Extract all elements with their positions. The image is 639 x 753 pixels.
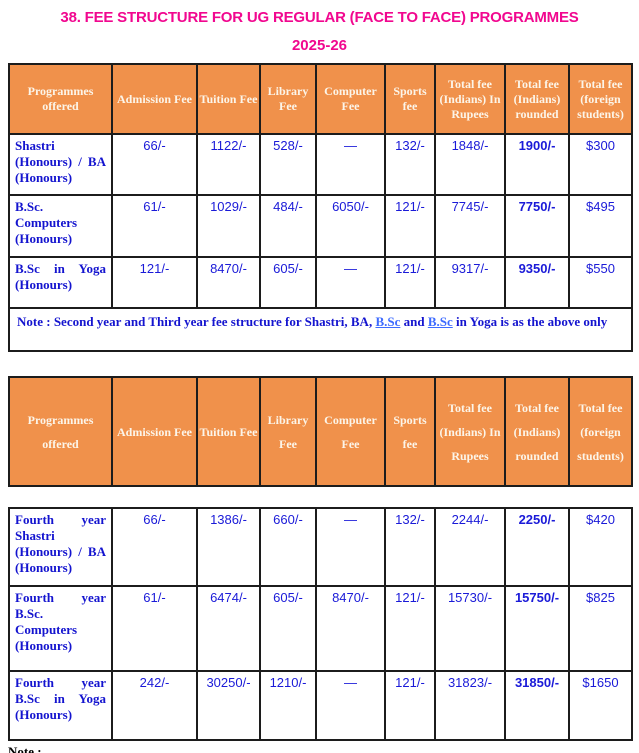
col-header-library: Library Fee [259, 63, 317, 135]
fee-table-first-year: Programmes offered Admission Fee Tuition… [8, 63, 633, 352]
col-header-total-foreign: Total fee (foreign students) [568, 63, 633, 135]
col-header-tuition: Tuition Fee [196, 376, 261, 487]
col-header-admission: Admission Fee [111, 376, 198, 487]
total-fee-cell: 31823/- [434, 670, 506, 741]
bsc-yoga-link[interactable]: B.Sc [427, 314, 453, 329]
note-text: Note : Second year and Third year fee st… [17, 314, 376, 329]
admission-fee-cell: 66/- [111, 507, 198, 587]
programme-cell: Fourth year Shastri (Honours) / BA (Hono… [8, 507, 113, 587]
table-row: B.Sc in Yoga (Honours) 121/- 8470/- 605/… [8, 256, 633, 309]
foreign-fee-cell: $825 [568, 585, 633, 672]
rounded-fee-cell: 31850/- [504, 670, 570, 741]
total-fee-cell: 15730/- [434, 585, 506, 672]
admission-fee-cell: 242/- [111, 670, 198, 741]
col-header-admission: Admission Fee [111, 63, 198, 135]
col-header-sports: Sports fee [384, 376, 436, 487]
col-header-total-foreign: Total fee (foreign students) [568, 376, 633, 487]
computer-fee-cell: 8470/- [315, 585, 386, 672]
note-row: Note : Second year and Third year fee st… [8, 307, 633, 352]
computer-fee-cell: — [315, 670, 386, 741]
sports-fee-cell: 121/- [384, 256, 436, 309]
bottom-note-clipped: Note : [8, 744, 42, 753]
second-third-year-note: Note : Second year and Third year fee st… [8, 307, 633, 352]
table-row: Fourth year Shastri (Honours) / BA (Hono… [8, 507, 633, 587]
programme-cell: Fourth year B.Sc. Computers (Honours) [8, 585, 113, 672]
admission-fee-cell: 61/- [111, 585, 198, 672]
computer-fee-cell: 6050/- [315, 194, 386, 258]
col-header-total-rounded: Total fee (Indians) rounded [504, 63, 570, 135]
rounded-fee-cell: 1900/- [504, 133, 570, 196]
total-fee-cell: 2244/- [434, 507, 506, 587]
tuition-fee-cell: 1029/- [196, 194, 261, 258]
col-header-total-rupees: Total fee (Indians) In Rupees [434, 63, 506, 135]
foreign-fee-cell: $495 [568, 194, 633, 258]
foreign-fee-cell: $1650 [568, 670, 633, 741]
fee-table-fourth-year-header: Programmes offered Admission Fee Tuition… [8, 376, 633, 487]
col-header-total-rounded: Total fee (Indians) rounded [504, 376, 570, 487]
rounded-fee-cell: 15750/- [504, 585, 570, 672]
col-header-programmes: Programmes offered [8, 376, 113, 487]
rounded-fee-cell: 7750/- [504, 194, 570, 258]
col-header-programmes: Programmes offered [8, 63, 113, 135]
library-fee-cell: 1210/- [259, 670, 317, 741]
bsc-link[interactable]: B.Sc [375, 314, 401, 329]
page-title: 38. FEE STRUCTURE FOR UG REGULAR (FACE T… [60, 9, 579, 26]
col-header-computer: Computer Fee [315, 376, 386, 487]
rounded-fee-cell: 2250/- [504, 507, 570, 587]
admission-fee-cell: 66/- [111, 133, 198, 196]
sports-fee-cell: 121/- [384, 585, 436, 672]
tuition-fee-cell: 1122/- [196, 133, 261, 196]
note-text: in Yoga is as the above only [452, 314, 608, 329]
programme-cell: B.Sc. Computers (Honours) [8, 194, 113, 258]
col-header-library: Library Fee [259, 376, 317, 487]
programme-cell: Shastri (Honours) / BA (Honours) [8, 133, 113, 196]
table-row: B.Sc. Computers (Honours) 61/- 1029/- 48… [8, 194, 633, 258]
tuition-fee-cell: 6474/- [196, 585, 261, 672]
library-fee-cell: 605/- [259, 585, 317, 672]
header-row: Programmes offered Admission Fee Tuition… [8, 63, 633, 135]
sports-fee-cell: 121/- [384, 194, 436, 258]
programme-cell: Fourth year B.Sc in Yoga (Honours) [8, 670, 113, 741]
computer-fee-cell: — [315, 507, 386, 587]
col-header-sports: Sports fee [384, 63, 436, 135]
table-row: Fourth year B.Sc. Computers (Honours) 61… [8, 585, 633, 672]
total-fee-cell: 1848/- [434, 133, 506, 196]
rounded-fee-cell: 9350/- [504, 256, 570, 309]
library-fee-cell: 605/- [259, 256, 317, 309]
col-header-tuition: Tuition Fee [196, 63, 261, 135]
programme-cell: B.Sc in Yoga (Honours) [8, 256, 113, 309]
fee-table-fourth-year: Fourth year Shastri (Honours) / BA (Hono… [8, 507, 633, 741]
sports-fee-cell: 132/- [384, 133, 436, 196]
tuition-fee-cell: 30250/- [196, 670, 261, 741]
col-header-computer: Computer Fee [315, 63, 386, 135]
academic-year: 2025-26 [291, 37, 348, 54]
library-fee-cell: 484/- [259, 194, 317, 258]
foreign-fee-cell: $420 [568, 507, 633, 587]
tuition-fee-cell: 1386/- [196, 507, 261, 587]
table-row: Shastri (Honours) / BA (Honours) 66/- 11… [8, 133, 633, 196]
note-text: and [400, 314, 428, 329]
admission-fee-cell: 121/- [111, 256, 198, 309]
total-fee-cell: 7745/- [434, 194, 506, 258]
admission-fee-cell: 61/- [111, 194, 198, 258]
tuition-fee-cell: 8470/- [196, 256, 261, 309]
library-fee-cell: 528/- [259, 133, 317, 196]
computer-fee-cell: — [315, 256, 386, 309]
library-fee-cell: 660/- [259, 507, 317, 587]
total-fee-cell: 9317/- [434, 256, 506, 309]
col-header-total-rupees: Total fee (Indians) In Rupees [434, 376, 506, 487]
foreign-fee-cell: $550 [568, 256, 633, 309]
foreign-fee-cell: $300 [568, 133, 633, 196]
header-row: Programmes offered Admission Fee Tuition… [8, 376, 633, 487]
table-row: Fourth year B.Sc in Yoga (Honours) 242/-… [8, 670, 633, 741]
computer-fee-cell: — [315, 133, 386, 196]
sports-fee-cell: 132/- [384, 507, 436, 587]
sports-fee-cell: 121/- [384, 670, 436, 741]
